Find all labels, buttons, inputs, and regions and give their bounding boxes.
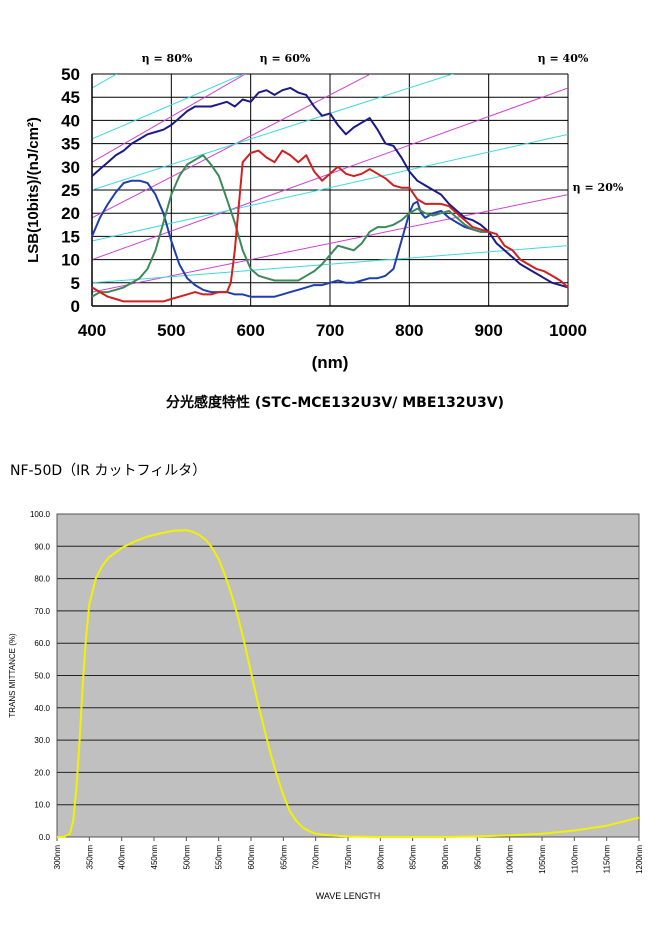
sensitivity-series-red xyxy=(91,149,569,303)
y-tick-label: 45 xyxy=(61,88,80,107)
efficiency-annotation: η = 20% xyxy=(573,181,624,194)
y-tick-label: 0 xyxy=(71,297,80,316)
y-tick-label: 40.0 xyxy=(34,704,50,713)
x-tick-label: 900nm xyxy=(441,845,450,870)
x-axis-label: (nm) xyxy=(312,353,349,372)
filter-title: NF-50D（IR カットフィルタ） xyxy=(10,463,207,479)
x-tick-label: 650nm xyxy=(279,845,288,870)
y-axis-label: TRANS MITTANCE (%) xyxy=(8,633,17,718)
y-tick-label: 10.0 xyxy=(34,801,50,810)
y-tick-label: 50.0 xyxy=(34,672,50,681)
x-tick-label: 1000 xyxy=(549,321,587,340)
y-axis-label: LSB(10bits)/(nJ/cm²) xyxy=(25,117,42,263)
y-tick-label: 80.0 xyxy=(34,575,50,584)
sensitivity-series-blue xyxy=(91,179,489,298)
x-tick-label: 1100nm xyxy=(570,845,579,874)
y-tick-label: 35 xyxy=(61,135,80,154)
transmittance-curve xyxy=(57,529,640,838)
x-tick-label: 700 xyxy=(316,321,344,340)
x-tick-label: 750nm xyxy=(344,845,353,870)
y-tick-label: 0.0 xyxy=(39,833,51,842)
x-tick-label: 1050nm xyxy=(538,845,547,874)
x-tick-label: 450nm xyxy=(150,845,159,870)
sensitivity-series-green xyxy=(91,154,489,298)
x-tick-label: 600 xyxy=(236,321,264,340)
x-tick-label: 500 xyxy=(157,321,185,340)
spectral-sensitivity-chart: 0 5 10 15 20 25 30 35 40 45 50 400 500 600 700 800 900 10… xyxy=(25,52,624,372)
y-tick-label: 30 xyxy=(61,158,80,177)
x-tick-label: 350nm xyxy=(85,845,94,870)
efficiency-annotation: η = 40% xyxy=(538,52,589,65)
x-tick-label: 300nm xyxy=(53,845,62,870)
y-tick-label: 10 xyxy=(61,251,80,270)
x-tick-label: 400 xyxy=(78,321,106,340)
y-tick-label: 20.0 xyxy=(34,768,50,777)
y-tick-label: 40 xyxy=(61,111,80,130)
x-tick-label: 550nm xyxy=(215,845,224,870)
x-tick-label: 900 xyxy=(474,321,502,340)
x-tick-label: 700nm xyxy=(312,845,321,870)
x-axis-label: WAVE LENGTH xyxy=(316,891,381,901)
x-tick-label: 1000nm xyxy=(506,845,515,874)
y-tick-label: 60.0 xyxy=(34,639,50,648)
efficiency-guide-line xyxy=(92,133,568,242)
x-tick-label: 600nm xyxy=(247,845,256,870)
x-tick-label: 1150nm xyxy=(603,845,612,874)
efficiency-guide-line xyxy=(92,245,568,284)
y-tick-label: 20 xyxy=(61,204,80,223)
x-tick-label: 400nm xyxy=(118,845,127,870)
efficiency-annotation: η = 80% xyxy=(142,52,193,65)
x-tick-label: 800nm xyxy=(376,845,385,870)
y-tick-label: 5 xyxy=(71,274,80,293)
y-tick-label: 25 xyxy=(61,181,80,200)
chart-caption: 分光感度特性 (STC-MCE132U3V/ MBE132U3V) xyxy=(166,395,504,411)
y-tick-label: 100.0 xyxy=(30,510,51,519)
y-tick-label: 90.0 xyxy=(34,542,50,551)
y-tick-label: 50 xyxy=(61,65,80,84)
efficiency-guide-line xyxy=(92,74,247,163)
y-tick-label: 70.0 xyxy=(34,607,50,616)
efficiency-guide-line xyxy=(92,74,372,219)
y-tick-label: 30.0 xyxy=(34,736,50,745)
efficiency-guide-line xyxy=(92,194,568,293)
x-tick-label: 850nm xyxy=(409,845,418,870)
x-tick-label: 950nm xyxy=(473,845,482,870)
x-tick-label: 500nm xyxy=(182,845,191,870)
efficiency-annotation: η = 60% xyxy=(260,52,311,65)
efficiency-guide-line xyxy=(92,74,245,140)
y-tick-label: 15 xyxy=(61,227,80,246)
x-tick-label: 1200nm xyxy=(635,845,644,874)
x-tick-label: 800 xyxy=(395,321,423,340)
